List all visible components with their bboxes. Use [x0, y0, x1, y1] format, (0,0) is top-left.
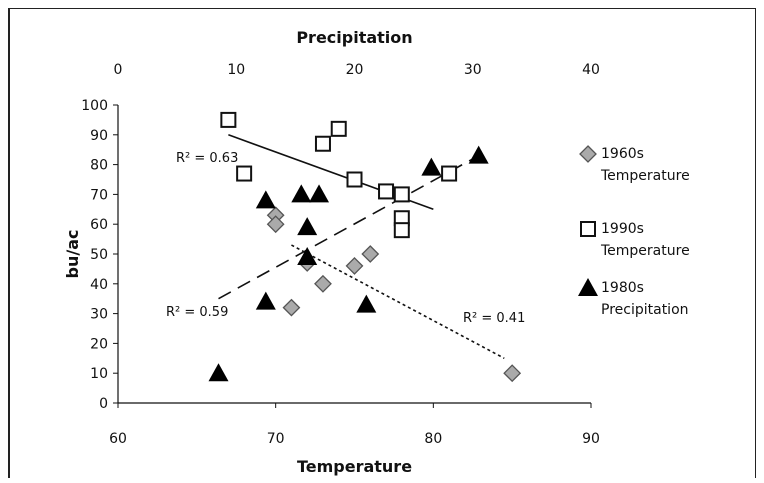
y-tick-label: 40: [90, 277, 108, 293]
y-axis-title: bu/ac: [63, 230, 82, 279]
triangle-marker: [297, 246, 318, 265]
triangle-marker: [255, 190, 276, 209]
x-bottom-tick-label: 60: [109, 431, 127, 447]
y-tick-label: 70: [90, 187, 108, 203]
triangle-marker: [578, 278, 598, 296]
x-bottom-tick-label: 80: [424, 431, 442, 447]
y-tick-label: 10: [90, 366, 108, 382]
triangle-marker: [297, 217, 318, 236]
y-tick-label: 30: [90, 307, 108, 323]
square-marker: [330, 120, 347, 137]
x-top-tick-label: 40: [582, 62, 600, 78]
y-tick-label: 0: [99, 396, 108, 412]
legend-label: 1960s: [601, 146, 644, 162]
triangle-marker: [208, 363, 229, 382]
diamond-marker: [314, 274, 332, 293]
y-tick-label: 60: [90, 217, 108, 233]
legend-label: Temperature: [600, 168, 690, 184]
square-marker: [378, 183, 395, 200]
triangle-marker: [291, 184, 312, 203]
diamond-marker: [345, 257, 364, 275]
square-marker: [441, 165, 458, 182]
trendline: [218, 154, 480, 300]
x-top-tick-label: 10: [227, 62, 245, 78]
square-marker: [580, 221, 596, 237]
diamond-marker: [266, 215, 285, 234]
trendlines: [218, 134, 505, 360]
y-tick-label: 20: [90, 336, 108, 352]
y-tick-label: 80: [90, 158, 108, 174]
chart-frame: [8, 8, 756, 478]
y-tick-label: 50: [90, 247, 108, 263]
square-marker: [220, 111, 237, 128]
legend: 1960s Temperature 1990s Temperature 1980s Pre…: [578, 145, 690, 318]
triangle-marker: [309, 184, 330, 203]
r-squared-label: R² = 0.63: [176, 151, 238, 166]
triangle-marker: [255, 291, 276, 310]
y-tick-label: 90: [90, 128, 108, 144]
diamond-marker: [579, 145, 597, 163]
data-points: [208, 111, 522, 383]
square-marker: [393, 186, 410, 203]
bottom-axis-title: Temperature: [297, 457, 412, 476]
x-top-tick-label: 20: [346, 62, 364, 78]
legend-label: Precipitation: [601, 302, 689, 318]
trendline: [291, 244, 505, 360]
triangle-marker: [421, 157, 442, 176]
labels: R² = 0.41 R² = 0.63 R² = 0.59: [166, 151, 525, 326]
square-marker: [236, 165, 253, 182]
top-axis-title: Precipitation: [296, 28, 412, 47]
r-squared-label: R² = 0.59: [166, 305, 228, 320]
x-bottom-tick-label: 90: [582, 431, 600, 447]
legend-label: 1990s: [601, 221, 644, 237]
square-marker: [393, 222, 410, 239]
diamond-marker: [503, 364, 522, 383]
axes: 0 10 20 30 40 50 60 70 80 90 100 60 70 80 90 0 10 20 30 40 P…: [63, 28, 600, 476]
x-bottom-tick-label: 70: [267, 431, 285, 447]
legend-label: 1980s: [601, 280, 644, 296]
x-top-tick-label: 30: [464, 62, 482, 78]
r-squared-label: R² = 0.41: [463, 311, 525, 326]
triangle-marker: [356, 294, 377, 313]
x-top-tick-label: 0: [114, 62, 123, 78]
square-marker: [314, 135, 331, 152]
legend-label: Temperature: [600, 243, 690, 259]
triangle-marker: [468, 145, 489, 164]
y-tick-label: 100: [81, 98, 108, 114]
diamond-marker: [361, 245, 380, 263]
diamond-marker: [282, 298, 301, 317]
square-marker: [346, 171, 363, 188]
